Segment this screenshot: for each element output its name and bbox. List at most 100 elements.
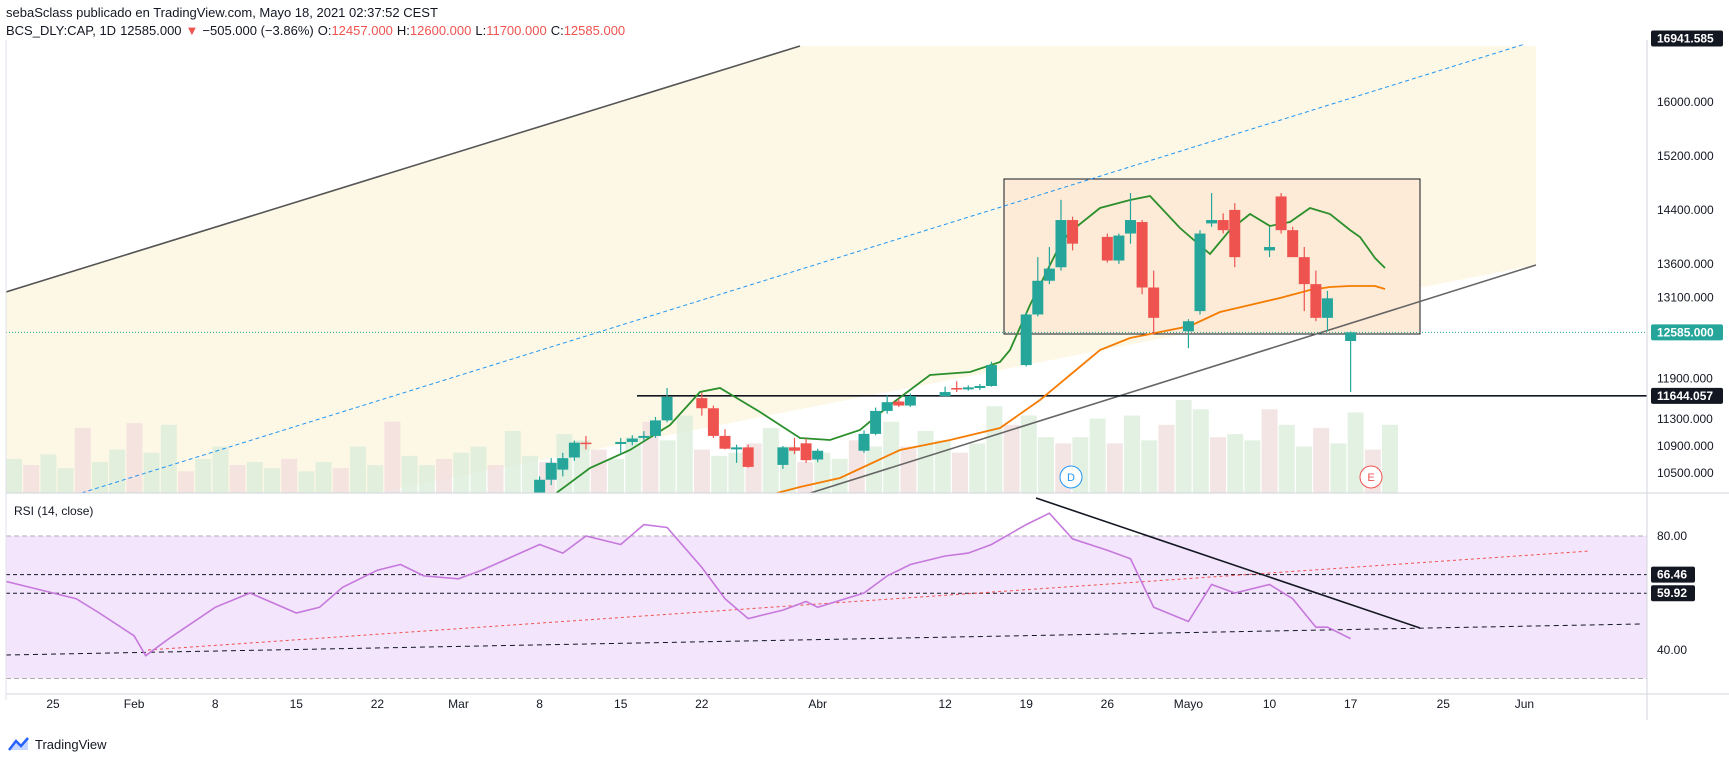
ema-slow-line bbox=[776, 285, 1386, 493]
volume-bar bbox=[866, 446, 882, 493]
rsi-badge-label: 59.92 bbox=[1657, 586, 1687, 600]
candle-body bbox=[1124, 220, 1136, 234]
low-label: L: bbox=[475, 23, 487, 38]
price-badge bbox=[1651, 324, 1723, 341]
candle-body bbox=[951, 388, 963, 390]
volume-bar bbox=[470, 446, 487, 493]
low-value: 11700.000 bbox=[486, 23, 547, 38]
volume-bar bbox=[969, 443, 986, 493]
price-badge bbox=[1651, 387, 1723, 404]
candle-body bbox=[1264, 247, 1276, 251]
volume-bar bbox=[453, 452, 470, 493]
volume-bar bbox=[728, 452, 745, 493]
candle-body bbox=[1101, 236, 1113, 261]
candle-body bbox=[939, 392, 951, 397]
brand-name: TradingView bbox=[35, 736, 107, 752]
earnings-marker-circle bbox=[1359, 465, 1383, 489]
last-price: 12585.000 bbox=[120, 23, 182, 38]
candle-body bbox=[1298, 257, 1310, 285]
time-tick-label: 12 bbox=[938, 697, 952, 711]
earnings-marker-label: E bbox=[1367, 472, 1374, 484]
volume-bar bbox=[1141, 440, 1158, 493]
rsi-pane bbox=[6, 497, 1647, 679]
ohlc-line: BCS_DLY:CAP, 1D 12585.000 ▼ −505.000 (−3.86… bbox=[6, 22, 629, 40]
time-tick-label: Abr bbox=[808, 697, 827, 711]
candle-body bbox=[534, 479, 546, 493]
price-tick-label: 13600.000 bbox=[1657, 257, 1714, 271]
candle-body bbox=[800, 443, 812, 461]
candle-body bbox=[626, 438, 638, 442]
volume-bar bbox=[917, 431, 934, 493]
volume-bar bbox=[178, 471, 194, 493]
down-arrow-icon: ▼ bbox=[185, 23, 199, 38]
price-tick-label: 15200.000 bbox=[1657, 149, 1714, 163]
candle-body bbox=[696, 398, 708, 409]
volume-bar bbox=[1003, 424, 1020, 493]
volume-bar bbox=[281, 458, 298, 493]
channel-upper-line bbox=[6, 45, 801, 293]
price-tick-label: 10500.000 bbox=[1657, 466, 1714, 480]
candle-body bbox=[789, 447, 800, 451]
price-tick-label: 11900.000 bbox=[1657, 372, 1713, 386]
volume-bar bbox=[367, 465, 384, 493]
candle-body bbox=[870, 410, 882, 434]
volume-bar bbox=[40, 454, 57, 493]
time-tick-label: 25 bbox=[46, 697, 60, 711]
volume-bar bbox=[92, 462, 108, 493]
volume-bar bbox=[590, 449, 607, 493]
volume-bar bbox=[298, 471, 315, 493]
volume-bar bbox=[315, 462, 332, 493]
volume-bar bbox=[1038, 437, 1054, 493]
volume-bar bbox=[711, 455, 728, 493]
candle-body bbox=[962, 387, 974, 390]
volume-bar bbox=[1210, 437, 1226, 493]
volume-bar bbox=[522, 455, 538, 493]
chart-header: sebaSclass publicado en TradingView.com,… bbox=[6, 4, 629, 40]
candle-body bbox=[545, 462, 557, 480]
volume-bar bbox=[608, 458, 624, 493]
time-tick-label: Jun bbox=[1515, 697, 1534, 711]
price-badge-label: 12585.000 bbox=[1657, 325, 1714, 339]
tradingview-brand[interactable]: TradingView bbox=[8, 736, 107, 752]
symbol-label[interactable]: BCS_DLY:CAP, 1D bbox=[6, 23, 117, 38]
volume-bar bbox=[1244, 440, 1261, 493]
price-badge-label: 11644.057 bbox=[1657, 389, 1713, 403]
dividend-marker-label: D bbox=[1067, 472, 1075, 484]
open-value: 12457.000 bbox=[331, 23, 393, 38]
candle-body bbox=[777, 447, 789, 465]
main-pane bbox=[6, 43, 1647, 493]
open-label: O: bbox=[317, 23, 332, 38]
high-value: 12600.000 bbox=[409, 23, 472, 38]
rsi-badge-label: 66.46 bbox=[1657, 568, 1687, 582]
volume-bar bbox=[504, 431, 521, 493]
channel-lower-line bbox=[807, 264, 1537, 493]
time-tick-label: 8 bbox=[212, 697, 219, 711]
candle-body bbox=[858, 433, 870, 451]
volume-bar bbox=[401, 455, 418, 493]
candle-body bbox=[893, 401, 905, 406]
candle-body bbox=[1275, 196, 1287, 231]
volume-bar bbox=[332, 468, 349, 493]
volume-bar bbox=[1089, 418, 1106, 493]
volume-bar bbox=[986, 406, 1003, 493]
volume-bar bbox=[418, 465, 435, 493]
channel-mid-line bbox=[79, 43, 1526, 493]
rsi-band bbox=[6, 536, 1647, 679]
volume-bar bbox=[160, 424, 177, 493]
candle-body bbox=[1067, 220, 1079, 244]
volume-bar bbox=[883, 421, 900, 493]
volume-bar bbox=[57, 468, 74, 493]
candle-body bbox=[557, 458, 569, 470]
volume-bar bbox=[1261, 409, 1278, 493]
time-tick-label: Feb bbox=[124, 697, 145, 711]
volume-bar bbox=[659, 440, 676, 493]
volume-bar bbox=[1175, 400, 1192, 493]
candle-body bbox=[904, 396, 916, 406]
volume-bar bbox=[350, 446, 366, 493]
volume-bar bbox=[23, 465, 40, 493]
price-tick-label: 16000.000 bbox=[1657, 95, 1714, 109]
volume-bar bbox=[264, 468, 280, 493]
time-tick-label: 10 bbox=[1263, 697, 1277, 711]
candle-body bbox=[707, 408, 719, 436]
